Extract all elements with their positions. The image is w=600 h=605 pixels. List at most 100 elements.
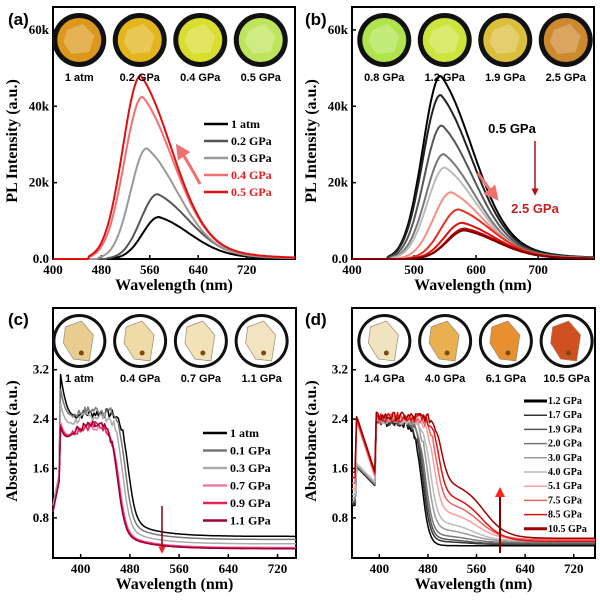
sample-photo: 0.5 GPa bbox=[233, 13, 288, 84]
x-axis-label: Wavelength (nm) bbox=[414, 277, 532, 294]
photo-crystal bbox=[63, 320, 94, 362]
photo-crystal bbox=[428, 320, 460, 362]
photo-row: 1 atm 0.4 GPa 0.7 GPa 1.1 GPa bbox=[52, 314, 289, 385]
y-tick-label: 0.0 bbox=[33, 251, 49, 266]
legend-label: 0.9 GPa bbox=[230, 496, 271, 510]
photo-crystal bbox=[489, 320, 521, 362]
sample-photo: 2.5 GPa bbox=[538, 13, 593, 84]
photo-label: 1 atm bbox=[65, 373, 94, 385]
legend: 1.2 GPa 1.7 GPa 1.9 GPa 2.0 GPa 3.0 GPa 4.0 G… bbox=[524, 396, 587, 535]
sample-photo: 1 atm bbox=[52, 13, 107, 84]
panel-c: (c) 400 480 560 640 720 0.8 1.6 2.4 3.2 Wavelength… bbox=[4, 307, 297, 593]
sample-photo: 0.2 GPa bbox=[112, 13, 167, 84]
x-tick-label: 480 bbox=[92, 262, 112, 277]
legend: 1 atm 0.2 GPa 0.3 GPa 0.4 GPa 0.5 GPa bbox=[204, 117, 272, 199]
series-line-1 bbox=[53, 193, 295, 260]
y-tick-label: 1.6 bbox=[332, 460, 349, 475]
photo-sample bbox=[117, 18, 162, 62]
photo-crystal bbox=[489, 24, 521, 54]
sample-photo: 0.8 GPa bbox=[357, 13, 412, 84]
x-tick-label: 700 bbox=[528, 262, 548, 277]
photo-label: 0.4 GPa bbox=[180, 72, 221, 84]
photo-row: 1.4 GPa 4.0 GPa 6.1 GPa 10.5 GPa bbox=[357, 314, 594, 385]
series-group bbox=[52, 373, 296, 550]
photo-label: 0.7 GPa bbox=[181, 373, 222, 385]
photo-crystal bbox=[428, 24, 460, 54]
x-axis-label: Wavelength (nm) bbox=[116, 576, 234, 593]
sample-photo: 0.4 GPa bbox=[113, 314, 168, 385]
photo-sample bbox=[238, 18, 283, 62]
photo-crystal bbox=[549, 24, 581, 54]
photo-crystal bbox=[368, 24, 400, 54]
y-tick-label: 40k bbox=[29, 98, 50, 113]
photo-label: 0.5 GPa bbox=[241, 72, 282, 84]
photo-sample bbox=[178, 18, 223, 62]
y-tick-label: 2.4 bbox=[332, 411, 349, 426]
legend-label: 1.2 GPa bbox=[548, 396, 582, 407]
series-line-6 bbox=[352, 208, 594, 260]
legend-label: 0.4 GPa bbox=[231, 168, 272, 182]
series-group bbox=[352, 411, 595, 547]
y-tick-label: 3.2 bbox=[33, 362, 49, 377]
x-axis-label: Wavelength (nm) bbox=[115, 277, 233, 294]
photo-ruby bbox=[261, 350, 267, 356]
sample-photo: 6.1 GPa bbox=[478, 314, 533, 385]
x-tick-label: 720 bbox=[268, 561, 288, 576]
sample-photo: 4.0 GPa bbox=[418, 314, 473, 385]
x-tick-label: 400 bbox=[370, 561, 390, 576]
legend-label: 5.1 GPa bbox=[548, 481, 582, 492]
y-tick-label: 0.8 bbox=[33, 510, 50, 525]
panel-d: (d) 400 480 560 640 720 0.8 1.6 2.4 3.2 Wavelength… bbox=[303, 307, 596, 593]
series-line-9 bbox=[352, 229, 594, 260]
x-tick-label: 400 bbox=[342, 262, 362, 277]
legend-label: 1.1 GPa bbox=[230, 514, 271, 528]
series-line-5 bbox=[52, 420, 296, 550]
legend-label: 2.0 GPa bbox=[548, 439, 582, 450]
series-line-9 bbox=[352, 411, 595, 539]
legend-label: 3.0 GPa bbox=[548, 453, 582, 464]
x-tick-label: 500 bbox=[404, 262, 424, 277]
x-axis-label: Wavelength (nm) bbox=[415, 576, 533, 593]
sample-photo: 1.2 GPa bbox=[417, 13, 472, 84]
series-line-2 bbox=[52, 403, 296, 545]
y-axis-label: PL Intensity (a.u.) bbox=[4, 79, 21, 203]
photo-row: 0.8 GPa 1.2 GPa 1.9 GPa 2.5 GPa bbox=[357, 13, 593, 84]
legend-label: 0.3 GPa bbox=[230, 461, 271, 475]
panel-label: (b) bbox=[305, 10, 327, 29]
legend: 1 atm 0.1 GPa 0.3 GPa 0.7 GPa 0.9 GPa 1.1 GPa bbox=[203, 426, 271, 528]
photo-sample bbox=[483, 18, 528, 62]
annotation-start: 0.5 GPa bbox=[488, 121, 536, 136]
trend-arrow bbox=[175, 143, 202, 185]
photo-label: 1 atm bbox=[65, 72, 94, 84]
photo-ruby bbox=[505, 350, 511, 356]
x-tick-label: 480 bbox=[418, 561, 438, 576]
y-tick-label: 1.6 bbox=[33, 460, 50, 475]
annotation-end: 2.5 GPa bbox=[511, 201, 559, 216]
photo-crystal bbox=[184, 320, 216, 362]
plot-frame bbox=[351, 307, 596, 559]
x-tick-label: 640 bbox=[219, 561, 239, 576]
panel-label: (d) bbox=[305, 310, 327, 329]
series-line-0 bbox=[52, 373, 296, 538]
photo-ruby bbox=[139, 350, 145, 356]
legend-label: 1.7 GPa bbox=[548, 410, 582, 421]
series-line-7 bbox=[352, 412, 595, 541]
sample-photo: 1.9 GPa bbox=[478, 13, 533, 84]
y-tick-label: 0.8 bbox=[332, 510, 349, 525]
x-tick-label: 480 bbox=[120, 561, 140, 576]
sample-photo: 10.5 GPa bbox=[539, 314, 594, 385]
photo-sample bbox=[422, 18, 467, 62]
photo-label: 1.9 GPa bbox=[485, 72, 526, 84]
legend-label: 0.2 GPa bbox=[231, 134, 272, 148]
photo-label: 0.2 GPa bbox=[120, 72, 161, 84]
photo-ruby bbox=[383, 350, 389, 356]
legend-label: 0.3 GPa bbox=[231, 151, 272, 165]
photo-label: 1.4 GPa bbox=[364, 373, 405, 385]
x-tick-label: 640 bbox=[188, 262, 208, 277]
y-tick-label: 60k bbox=[328, 22, 349, 37]
legend-label: 1 atm bbox=[231, 117, 260, 131]
y-axis-label: Absorbance (a.u.) bbox=[303, 380, 320, 501]
sample-photo: 1.1 GPa bbox=[234, 314, 289, 385]
series-line-4 bbox=[53, 74, 296, 260]
